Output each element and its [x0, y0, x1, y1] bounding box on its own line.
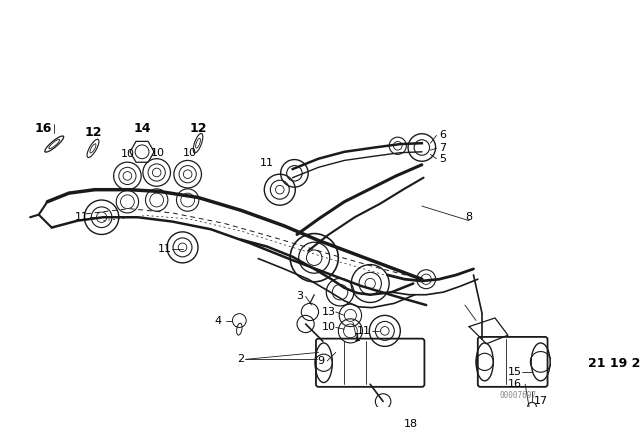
Text: 11: 11	[158, 244, 172, 254]
Text: 16: 16	[35, 122, 52, 135]
Text: 13: 13	[322, 307, 336, 317]
Text: 6: 6	[439, 130, 446, 141]
Text: 12: 12	[189, 122, 207, 135]
Text: 3: 3	[296, 292, 303, 302]
Text: 00007697: 00007697	[499, 391, 536, 400]
Text: 11: 11	[357, 326, 371, 336]
Text: 10: 10	[150, 148, 164, 158]
Text: 8: 8	[466, 212, 473, 222]
Text: 10: 10	[322, 323, 336, 332]
Text: 11: 11	[260, 158, 274, 168]
Text: 9: 9	[317, 356, 324, 366]
Text: 14: 14	[133, 122, 151, 135]
Text: 1: 1	[354, 333, 361, 343]
Text: 2: 2	[237, 354, 244, 364]
Text: 21 19 20: 21 19 20	[588, 357, 640, 370]
Text: 10: 10	[120, 149, 134, 159]
Text: 15: 15	[508, 367, 522, 377]
Text: 11: 11	[75, 212, 89, 222]
Text: 12: 12	[84, 126, 102, 139]
Text: 4: 4	[214, 315, 221, 326]
Text: 10: 10	[182, 148, 196, 158]
Text: 5: 5	[439, 154, 446, 164]
Text: 16: 16	[508, 379, 522, 389]
Text: 18: 18	[404, 419, 418, 429]
Text: 7: 7	[439, 143, 446, 153]
Text: 17: 17	[534, 396, 548, 406]
